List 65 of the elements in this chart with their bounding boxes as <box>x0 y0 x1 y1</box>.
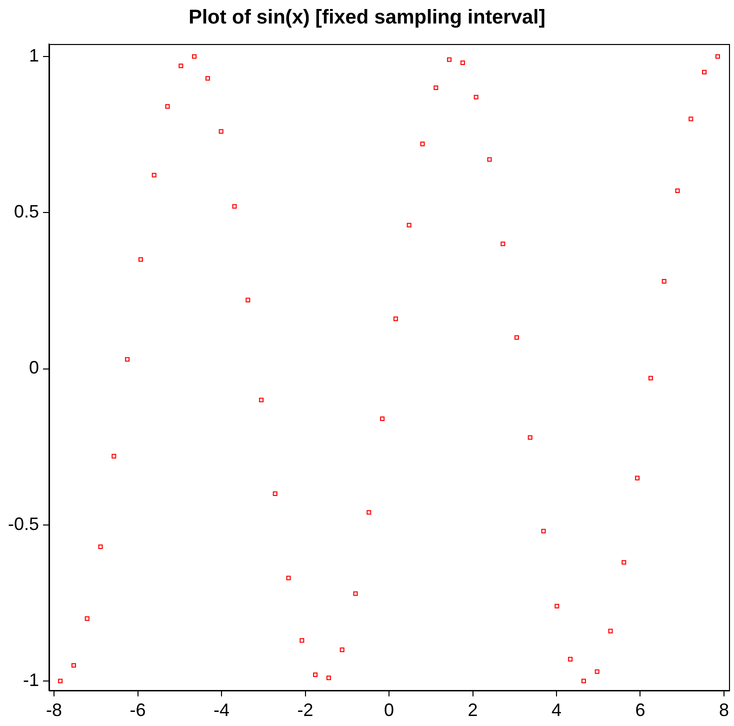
point <box>554 604 560 608</box>
point <box>192 54 197 59</box>
point <box>58 678 63 684</box>
point <box>353 591 358 596</box>
point <box>340 648 344 652</box>
point <box>152 172 156 178</box>
point <box>608 628 613 634</box>
point <box>715 54 720 59</box>
point <box>272 491 278 496</box>
y-tick-label: 0 <box>29 358 40 378</box>
x-tick-label: 4 <box>551 700 562 720</box>
y-tick-label: 0.5 <box>14 202 40 222</box>
point <box>447 57 452 62</box>
point <box>487 157 492 162</box>
point <box>71 663 76 668</box>
point <box>286 576 291 580</box>
point <box>84 616 90 621</box>
x-tick-label: 6 <box>635 700 646 720</box>
point <box>460 60 465 66</box>
x-tick-label: -2 <box>297 700 314 720</box>
point <box>300 638 304 643</box>
point <box>125 357 130 362</box>
point <box>165 104 170 109</box>
x-tick-label: -4 <box>214 700 230 720</box>
point <box>541 528 546 534</box>
point <box>112 454 116 458</box>
point <box>514 335 519 340</box>
point <box>246 298 250 302</box>
point <box>648 376 653 380</box>
point <box>688 116 694 122</box>
point <box>218 129 224 134</box>
point <box>622 560 626 565</box>
y-tick-label: -1 <box>23 670 40 690</box>
x-tick-label: 8 <box>718 700 729 720</box>
point <box>635 476 640 480</box>
x-tick-label: -6 <box>130 700 146 720</box>
point <box>662 279 666 284</box>
point <box>675 188 680 194</box>
point <box>380 416 385 421</box>
chart-title: Plot of sin(x) [fixed sampling interval] <box>188 6 546 29</box>
point <box>528 435 532 440</box>
point <box>98 544 103 550</box>
point <box>259 398 264 402</box>
point <box>313 672 318 678</box>
x-tick-label: 0 <box>384 700 394 720</box>
x-tick-label: -8 <box>46 700 62 720</box>
point <box>500 242 506 246</box>
point <box>474 94 478 100</box>
point <box>393 316 398 322</box>
point <box>178 64 184 68</box>
point <box>702 70 707 74</box>
y-tick-label: -0.5 <box>8 514 40 534</box>
point <box>326 676 331 680</box>
point <box>406 222 412 228</box>
point <box>594 669 600 674</box>
point <box>232 204 237 209</box>
point <box>581 678 586 684</box>
point <box>366 510 372 515</box>
y-tick-label: 1 <box>29 45 40 66</box>
point <box>568 656 573 662</box>
x-tick-label: 2 <box>468 700 478 720</box>
point <box>434 85 438 90</box>
point <box>205 76 210 81</box>
point <box>138 257 143 262</box>
point <box>420 142 425 146</box>
